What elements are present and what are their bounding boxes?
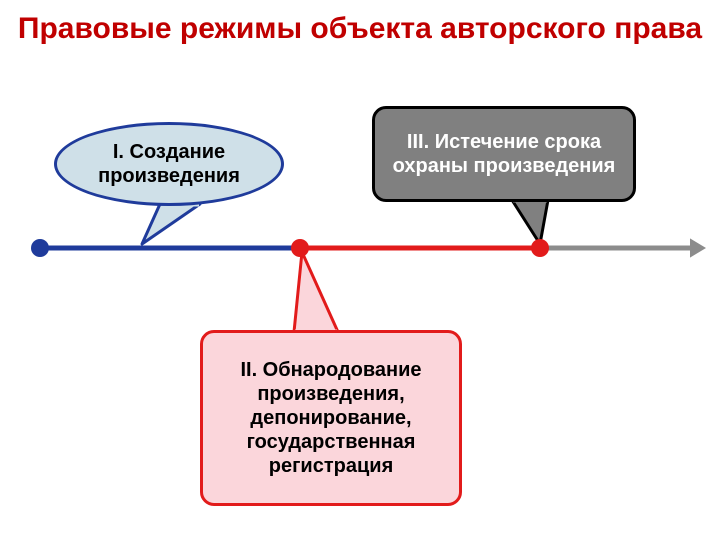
- callout-expiration-label: III. Истечение срока охраны произведения: [389, 130, 619, 178]
- callout-creation-label: I. Создание произведения: [71, 140, 267, 188]
- callout-publication: II. Обнародование произведения, депониро…: [200, 330, 462, 506]
- callout-expiration: III. Истечение срока охраны произведения: [372, 106, 636, 202]
- callout-creation: I. Создание произведения: [54, 122, 284, 206]
- callout-publication-label: II. Обнародование произведения, депониро…: [217, 358, 445, 478]
